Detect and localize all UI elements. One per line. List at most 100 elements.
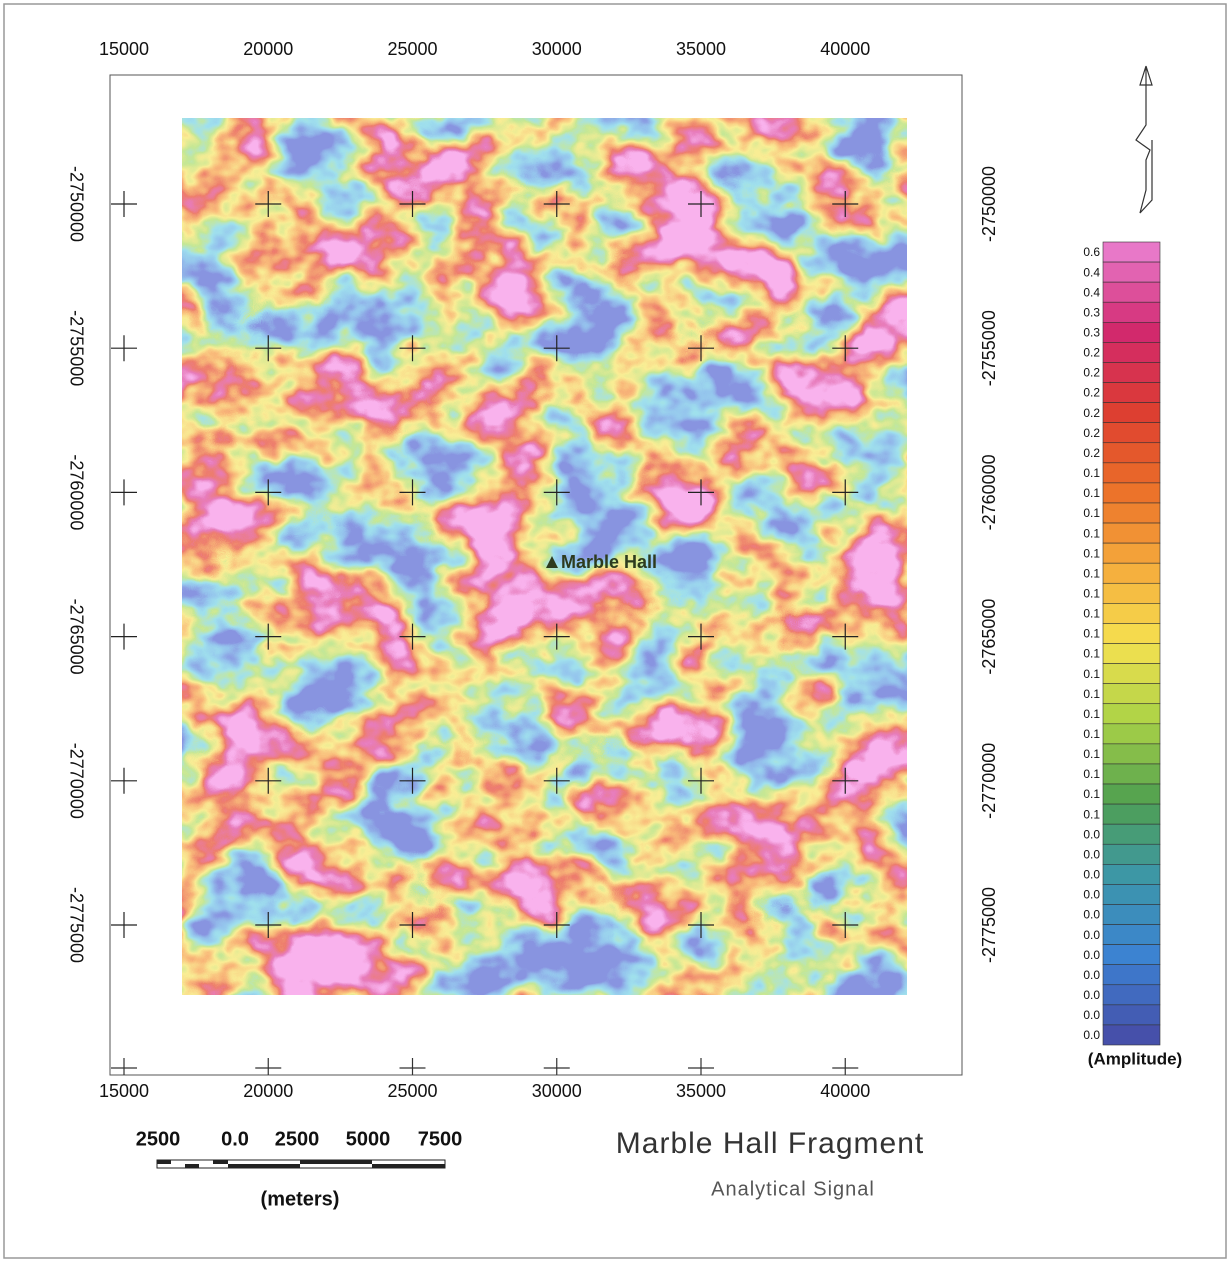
- legend-label: 0.1: [1083, 486, 1100, 500]
- legend-swatch: [1103, 342, 1160, 362]
- legend-label: 0.0: [1083, 948, 1100, 962]
- legend-swatch: [1103, 804, 1160, 824]
- scale-label: 2500: [136, 1128, 181, 1150]
- legend-label: 0.2: [1083, 406, 1100, 420]
- scale-label: 2500: [275, 1128, 320, 1150]
- legend-label: 0.2: [1083, 426, 1100, 440]
- y-tick-label: -2760000: [979, 454, 999, 530]
- scale-bar: (meters): [157, 1160, 445, 1210]
- legend-swatch: [1103, 623, 1160, 643]
- scale-label: 0.0: [221, 1128, 249, 1150]
- legend-label: 0.0: [1083, 1008, 1100, 1022]
- legend-label: 0.1: [1083, 506, 1100, 520]
- legend-swatch: [1103, 884, 1160, 904]
- legend-swatch: [1103, 644, 1160, 664]
- legend-label: 0.6: [1083, 245, 1100, 259]
- north-arrow: [1136, 66, 1152, 213]
- scale-bar-seg: [185, 1164, 199, 1168]
- legend-swatch: [1103, 1005, 1160, 1025]
- x-tick-label: 15000: [99, 1081, 149, 1101]
- legend-label: 0.0: [1083, 1028, 1100, 1042]
- legend-label: 0.1: [1083, 546, 1100, 560]
- legend-label: 0.1: [1083, 807, 1100, 821]
- legend-label: 0.2: [1083, 346, 1100, 360]
- legend-swatch: [1103, 965, 1160, 985]
- legend-label: 0.0: [1083, 847, 1100, 861]
- scale-bar-seg: [157, 1160, 171, 1164]
- legend-swatch: [1103, 322, 1160, 342]
- place-label: Marble Hall: [561, 552, 657, 572]
- legend-swatch: [1103, 302, 1160, 322]
- legend-label: 0.1: [1083, 466, 1100, 480]
- map-title: Marble Hall Fragment: [616, 1127, 924, 1160]
- y-tick-label: -2775000: [979, 887, 999, 963]
- legend-swatch: [1103, 844, 1160, 864]
- grid-cross: [111, 768, 137, 794]
- legend-label: 0.3: [1083, 305, 1100, 319]
- grid-cross: [832, 1058, 858, 1075]
- y-tick-label: -2770000: [979, 743, 999, 819]
- grid-cross: [111, 335, 137, 361]
- y-tick-label: -2755000: [66, 310, 86, 386]
- x-tick-label: 40000: [820, 39, 870, 59]
- y-tick-label: -2765000: [66, 599, 86, 675]
- legend-label: 0.0: [1083, 968, 1100, 982]
- legend-label: 0.2: [1083, 366, 1100, 380]
- grid-cross: [255, 1058, 281, 1075]
- grid-cross: [400, 1058, 426, 1075]
- legend-swatch: [1103, 383, 1160, 403]
- scale-unit: (meters): [261, 1188, 340, 1210]
- legend-swatch: [1103, 684, 1160, 704]
- legend-label: 0.2: [1083, 386, 1100, 400]
- legend-label: 0.1: [1083, 647, 1100, 661]
- legend-swatch: [1103, 583, 1160, 603]
- x-tick-label: 25000: [387, 39, 437, 59]
- legend-label: 0.1: [1083, 767, 1100, 781]
- legend-label: 0.0: [1083, 928, 1100, 942]
- legend-swatch: [1103, 523, 1160, 543]
- north-arrow-shape: [1136, 66, 1152, 213]
- scale-bar-seg: [372, 1164, 445, 1168]
- legend-swatch: [1103, 784, 1160, 804]
- y-tick-label: -2765000: [979, 599, 999, 675]
- legend-swatch: [1103, 603, 1160, 623]
- grid-cross: [111, 624, 137, 650]
- grid-cross: [111, 912, 137, 938]
- legend-title: (Amplitude): [1088, 1049, 1182, 1068]
- legend-label: 0.0: [1083, 827, 1100, 841]
- legend-swatch: [1103, 985, 1160, 1005]
- legend-label: 0.1: [1083, 526, 1100, 540]
- legend-swatch: [1103, 724, 1160, 744]
- legend-swatch: [1103, 864, 1160, 884]
- legend-swatch: [1103, 945, 1160, 965]
- legend-label: 0.1: [1083, 747, 1100, 761]
- legend-swatch: [1103, 904, 1160, 924]
- legend-swatch: [1103, 262, 1160, 282]
- map-page: (Amplitude) (meters) Marble Hall Fragmen…: [0, 0, 1231, 1263]
- y-tick-label: -2750000: [66, 166, 86, 242]
- legend-swatch: [1103, 403, 1160, 423]
- map-subtitle: Analytical Signal: [711, 1178, 875, 1200]
- x-tick-label: 30000: [532, 1081, 582, 1101]
- grid-cross: [111, 191, 137, 217]
- y-tick-label: -2770000: [66, 743, 86, 819]
- legend-label: 0.0: [1083, 888, 1100, 902]
- legend-label: 0.1: [1083, 566, 1100, 580]
- legend-label: 0.3: [1083, 326, 1100, 340]
- y-tick-label: -2755000: [979, 310, 999, 386]
- legend-label: 0.4: [1083, 285, 1100, 299]
- legend-label: 0.0: [1083, 908, 1100, 922]
- legend-label: 0.1: [1083, 586, 1100, 600]
- legend-label: 0.1: [1083, 707, 1100, 721]
- legend-swatch: [1103, 242, 1160, 262]
- legend-swatch: [1103, 764, 1160, 784]
- scale-bar-seg: [300, 1160, 372, 1164]
- y-tick-label: -2750000: [979, 166, 999, 242]
- legend-swatch: [1103, 503, 1160, 523]
- x-tick-label: 15000: [99, 39, 149, 59]
- legend-swatch: [1103, 1025, 1160, 1045]
- legend-swatch: [1103, 563, 1160, 583]
- legend-swatch: [1103, 543, 1160, 563]
- legend-label: 0.1: [1083, 667, 1100, 681]
- legend-label: 0.0: [1083, 868, 1100, 882]
